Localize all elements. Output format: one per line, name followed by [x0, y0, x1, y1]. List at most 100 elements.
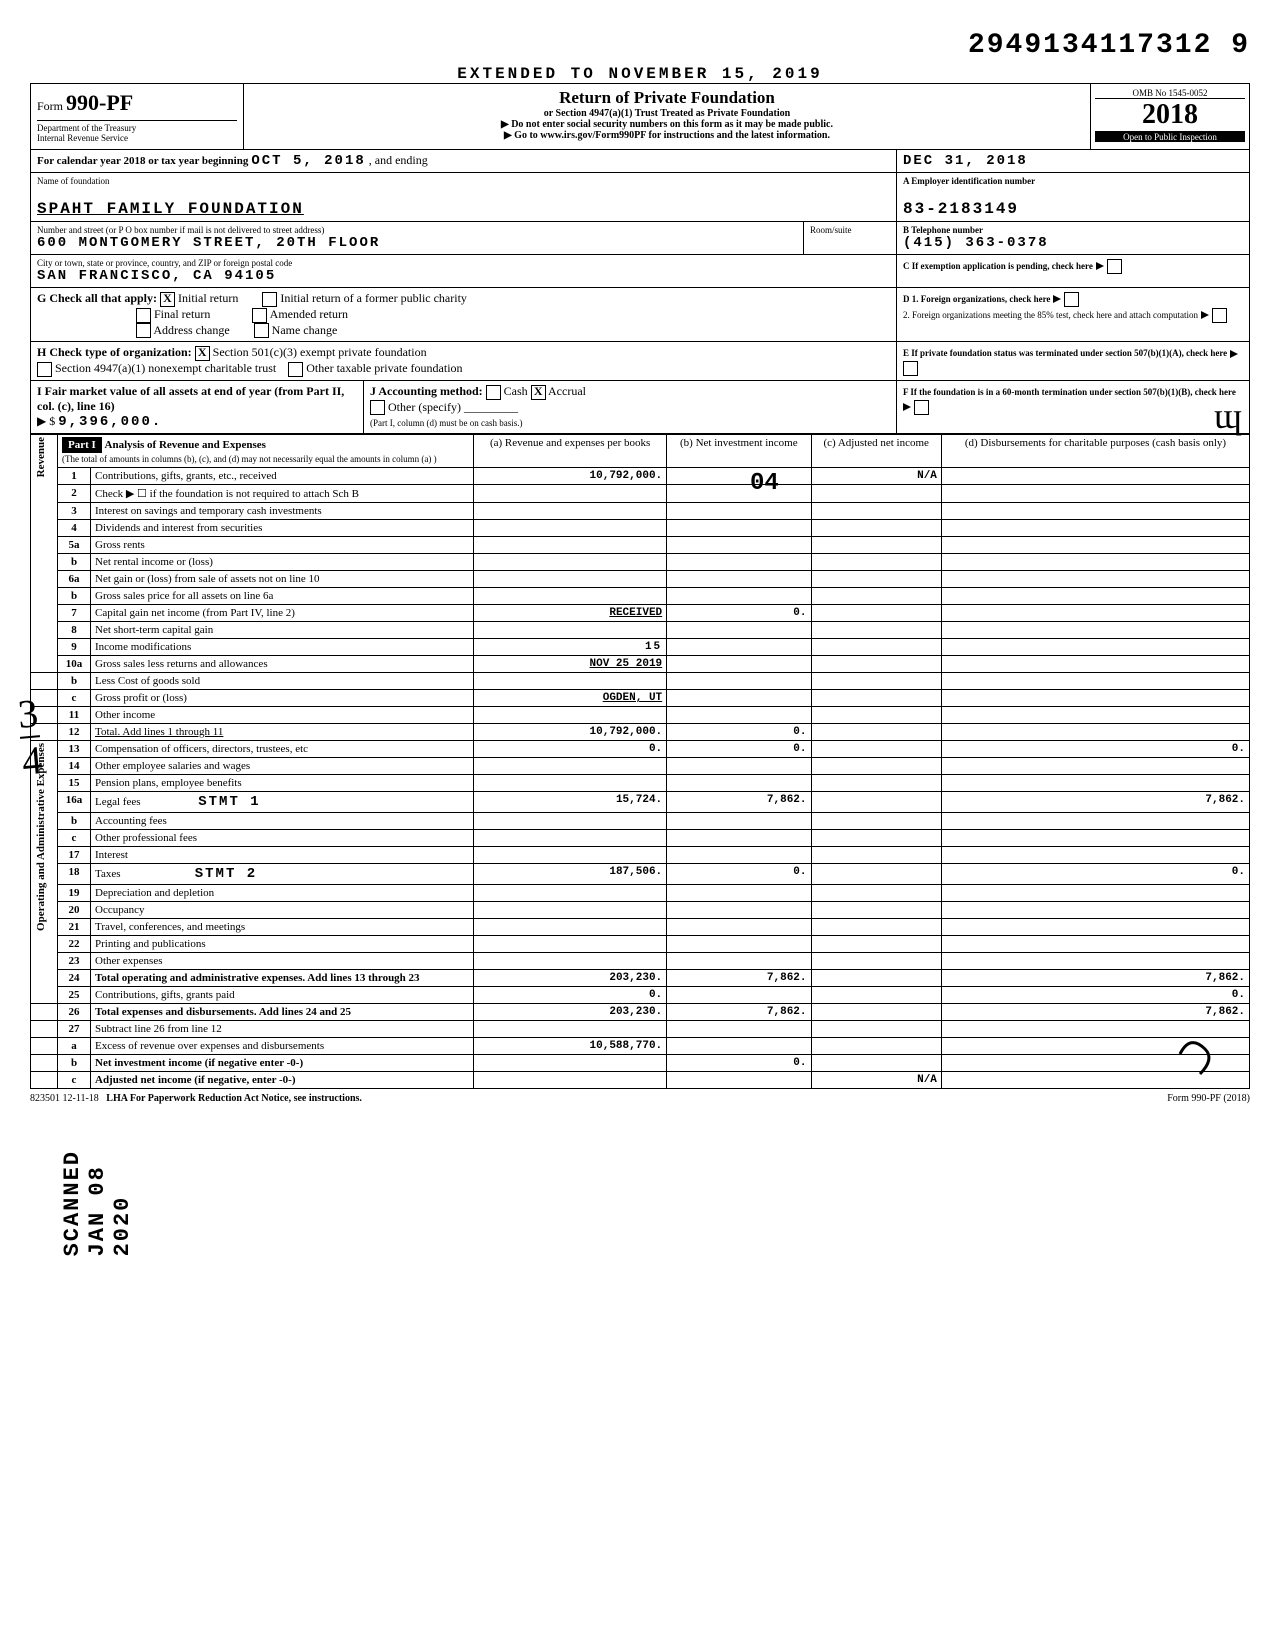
row18-b: 0.	[667, 864, 811, 885]
j-other-label: Other (specify)	[388, 400, 461, 414]
row10a-num: 10a	[58, 656, 91, 673]
row27c-num: c	[58, 1072, 91, 1089]
row24-b: 7,862.	[667, 970, 811, 987]
row27-num: 27	[58, 1021, 91, 1038]
row13-d: 0.	[941, 741, 1249, 758]
form-title: Return of Private Foundation	[248, 88, 1086, 108]
row24-label: Total operating and administrative expen…	[91, 970, 474, 987]
scanned-stamp: SCANNED JAN 08 2020	[60, 1150, 135, 1256]
row16b-num: b	[58, 813, 91, 830]
row19-label: Depreciation and depletion	[91, 885, 474, 902]
row6b-num: b	[58, 588, 91, 605]
h-4947-checkbox[interactable]	[37, 362, 52, 377]
g-former-label: Initial return of a former public charit…	[280, 291, 467, 305]
row9-label: Income modifications	[91, 639, 474, 656]
row5b-label: Net rental income or (loss)	[91, 554, 474, 571]
row12-num: 12	[58, 724, 91, 741]
g-initial-label: Initial return	[178, 291, 238, 305]
row22-label: Printing and publications	[91, 936, 474, 953]
h-4947-label: Section 4947(a)(1) nonexempt charitable …	[55, 361, 276, 375]
phone-label: B Telephone number	[903, 225, 1243, 235]
j-cash-label: Cash	[504, 384, 528, 398]
d2-checkbox[interactable]	[1212, 308, 1227, 323]
j-accrual-label: Accrual	[548, 384, 586, 398]
row6a-label: Net gain or (loss) from sale of assets n…	[91, 571, 474, 588]
row24-a: 203,230.	[474, 970, 667, 987]
row27b-label: Net investment income (if negative enter…	[91, 1055, 474, 1072]
section-c-label: C If exemption application is pending, c…	[903, 261, 1093, 271]
row23-label: Other expenses	[91, 953, 474, 970]
row27c-c: N/A	[811, 1072, 941, 1089]
form-number: 990-PF	[66, 90, 133, 115]
row13-a: 0.	[474, 741, 667, 758]
d2-label: 2. Foreign organizations meeting the 85%…	[903, 310, 1198, 320]
row26-num: 26	[58, 1004, 91, 1021]
row24-d: 7,862.	[941, 970, 1249, 987]
row7-num: 7	[58, 605, 91, 622]
ein-label: A Employer identification number	[903, 176, 1243, 186]
e-checkbox[interactable]	[903, 361, 918, 376]
row5a-label: Gross rents	[91, 537, 474, 554]
row13-label: Compensation of officers, directors, tru…	[91, 741, 474, 758]
row27a-a: 10,588,770.	[474, 1038, 667, 1055]
row5b-num: b	[58, 554, 91, 571]
row18-a: 187,506.	[474, 864, 667, 885]
header-notation: 2949134117312 9	[30, 30, 1250, 61]
row12-a: 10,792,000.	[474, 724, 667, 741]
row22-num: 22	[58, 936, 91, 953]
j-cash-checkbox[interactable]	[486, 385, 501, 400]
g-amended-checkbox[interactable]	[252, 308, 267, 323]
fmv-value: 9,396,000.	[58, 414, 162, 430]
row27a-label: Excess of revenue over expenses and disb…	[91, 1038, 474, 1055]
row1-c-na: N/A	[811, 468, 941, 485]
j-label: J Accounting method:	[370, 384, 483, 398]
g-name-checkbox[interactable]	[254, 323, 269, 338]
footer-form: Form 990-PF (2018)	[1167, 1093, 1250, 1104]
row5a-num: 5a	[58, 537, 91, 554]
col-b-header: (b) Net investment income	[667, 435, 811, 468]
row17-num: 17	[58, 847, 91, 864]
i-label: I Fair market value of all assets at end…	[37, 384, 344, 413]
row27b-num: b	[58, 1055, 91, 1072]
row26-d: 7,862.	[941, 1004, 1249, 1021]
f-label: F If the foundation is in a 60-month ter…	[903, 387, 1236, 397]
row12-b: 0.	[667, 724, 811, 741]
section-c-checkbox[interactable]	[1107, 259, 1122, 274]
ending-label: , and ending	[369, 153, 428, 167]
g-former-checkbox[interactable]	[262, 292, 277, 307]
row27-label: Subtract line 26 from line 12	[91, 1021, 474, 1038]
inspection-label: Open to Public Inspection	[1095, 131, 1245, 142]
row16c-num: c	[58, 830, 91, 847]
row14-label: Other employee salaries and wages	[91, 758, 474, 775]
part1-desc: Analysis of Revenue and Expenses	[105, 439, 266, 451]
g-final-checkbox[interactable]	[136, 308, 151, 323]
row10c-num: c	[58, 690, 91, 707]
received-stamp: RECEIVED	[474, 605, 667, 622]
col-d-header: (d) Disbursements for charitable purpose…	[941, 435, 1249, 468]
address: 600 MONTGOMERY STREET, 20TH FLOOR	[37, 235, 797, 251]
h-other-checkbox[interactable]	[288, 362, 303, 377]
row3-label: Interest on savings and temporary cash i…	[91, 503, 474, 520]
j-other-checkbox[interactable]	[370, 400, 385, 415]
row8-label: Net short-term capital gain	[91, 622, 474, 639]
f-checkbox[interactable]	[914, 400, 929, 415]
row16b-label: Accounting fees	[91, 813, 474, 830]
omb-number: OMB No 1545-0052	[1095, 88, 1245, 99]
g-addr-checkbox[interactable]	[136, 323, 151, 338]
row11-label: Other income	[91, 707, 474, 724]
d1-checkbox[interactable]	[1064, 292, 1079, 307]
part1-desc2: (The total of amounts in columns (b), (c…	[62, 454, 437, 464]
city-label: City or town, state or province, country…	[37, 258, 890, 268]
row21-label: Travel, conferences, and meetings	[91, 919, 474, 936]
row21-num: 21	[58, 919, 91, 936]
h-501-checkbox[interactable]: X	[195, 346, 210, 361]
j-accrual-checkbox[interactable]: X	[531, 385, 546, 400]
tax-year-end: DEC 31, 2018	[903, 153, 1028, 169]
row4-num: 4	[58, 520, 91, 537]
subtitle-1: or Section 4947(a)(1) Trust Treated as P…	[248, 108, 1086, 119]
g-initial-checkbox[interactable]: X	[160, 292, 175, 307]
row11-num: 11	[58, 707, 91, 724]
g-addr-label: Address change	[153, 323, 229, 337]
row23-num: 23	[58, 953, 91, 970]
row16a-b: 7,862.	[667, 792, 811, 813]
